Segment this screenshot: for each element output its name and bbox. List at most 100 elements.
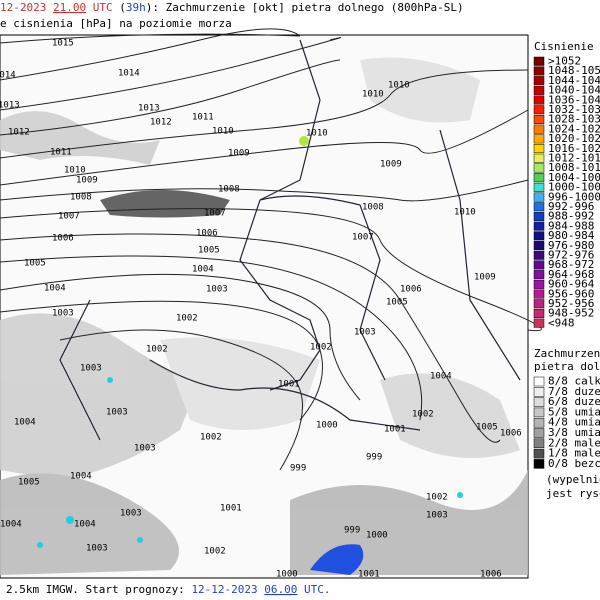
legend-swatch xyxy=(533,279,545,289)
isobar-label: 1007 xyxy=(352,233,374,243)
legend-swatch xyxy=(533,95,545,105)
legend-swatch xyxy=(533,76,545,86)
legend-label: 948-952 xyxy=(548,307,594,320)
legend-swatch xyxy=(533,124,545,134)
legend-swatch xyxy=(533,417,545,428)
time-zone: UTC. xyxy=(304,583,331,596)
isobar-label: 1007 xyxy=(58,212,80,222)
legend-swatch xyxy=(533,221,545,231)
isobar-label: 1006 xyxy=(480,570,502,580)
isobar-label: 1010 xyxy=(362,90,384,100)
isobar-label: 1007 xyxy=(204,209,226,219)
isobar-label: 1008 xyxy=(218,185,240,195)
isobar-label: 1010 xyxy=(64,166,86,176)
isobar-label: 1015 xyxy=(52,39,74,49)
legend-label: 956-960 xyxy=(548,287,594,300)
legend-swatch xyxy=(533,270,545,280)
paren: ): xyxy=(146,1,159,14)
isobar-label: 1006 xyxy=(52,234,74,244)
isobar-label: 1001 xyxy=(384,425,406,435)
isobar-label: 1001 xyxy=(278,380,300,390)
legend-swatch xyxy=(533,438,545,449)
isobar-label: 1002 xyxy=(310,343,332,353)
isobars xyxy=(0,28,542,471)
legend-label: 1004-100 xyxy=(548,171,600,184)
isobar-label: 1004 xyxy=(74,520,96,530)
legend-swatch xyxy=(533,56,545,66)
legend-swatch xyxy=(533,231,545,241)
isobar-label: 1003 xyxy=(426,511,448,521)
isobar-label: 1001 xyxy=(220,504,242,514)
legend-swatch xyxy=(533,318,545,328)
legend-label: 8/8 calkow xyxy=(548,375,600,388)
legend-swatch xyxy=(533,299,545,309)
isobar-label: 1013 xyxy=(0,101,20,111)
isobar-label: 1002 xyxy=(200,433,222,443)
isobar-label: 1003 xyxy=(80,364,102,374)
legend-title: pietra dolneg xyxy=(534,360,600,373)
isobar-label: 999 xyxy=(344,526,360,536)
isobar-label: 1011 xyxy=(50,148,72,158)
isobar-label: 1000 xyxy=(316,421,338,431)
run-date: 12-2023 xyxy=(0,1,46,14)
isobar-label: 1002 xyxy=(426,493,448,503)
legend-label: 992-996 xyxy=(548,200,594,213)
legend-label: 952-956 xyxy=(548,297,594,310)
legend-label: 7/8 duze xyxy=(548,385,600,398)
isobar-label: 1006 xyxy=(400,285,422,295)
precip-spots xyxy=(37,136,463,575)
isobar-label: 1004 xyxy=(44,284,66,294)
isobar-label: 1004 xyxy=(14,418,36,428)
legend-label: 1008-101 xyxy=(548,161,600,174)
legend-label: 1024-102 xyxy=(548,122,600,135)
isobar-label: 1012 xyxy=(8,128,30,138)
legend-swatch xyxy=(533,397,545,407)
isobar-label: 999 xyxy=(366,453,382,463)
legend-swatch xyxy=(533,308,545,318)
legend-swatch xyxy=(533,387,545,397)
legend-swatch xyxy=(533,66,545,76)
legend-label: <948 xyxy=(548,316,575,329)
legend-label: 2/8 male xyxy=(548,436,600,449)
isobar-label: 1009 xyxy=(228,149,250,159)
legend-note: (wypelnieni xyxy=(546,473,600,486)
isobar-label: 1014 xyxy=(0,71,16,81)
legend-title: Zachmurzenie xyxy=(534,347,600,360)
isobar-label: 1004 xyxy=(430,372,452,382)
pressure-legend: Cisnienie [hP >10521048-1051044-1041040-… xyxy=(533,40,600,329)
isobar-label: 1000 xyxy=(366,531,388,541)
legend-swatch xyxy=(533,241,545,251)
legend-swatch xyxy=(533,163,545,173)
legend-swatch xyxy=(533,192,545,202)
isobar-label: 999 xyxy=(290,464,306,474)
legend-swatch xyxy=(533,144,545,154)
legend-label: 1000-100 xyxy=(548,181,600,194)
map: 1015 1014 1014 1013 1013 1012 1012 1011 1010 1010… xyxy=(0,28,542,580)
legend-label: 980-984 xyxy=(548,229,595,242)
legend-swatch xyxy=(533,459,545,469)
isobar-label: 1005 xyxy=(198,246,220,256)
isobar-label: 1012 xyxy=(150,118,172,128)
legend-swatch xyxy=(533,376,545,387)
isobar-label: 1003 xyxy=(86,544,108,554)
lead-time: 39h xyxy=(126,1,146,14)
isobar-label: 1003 xyxy=(206,285,228,295)
isobar-label: 1002 xyxy=(204,547,226,557)
start-time: 06.00 xyxy=(264,583,297,596)
isobar-label: 1010 xyxy=(454,208,476,218)
isobar-label: 1010 xyxy=(212,127,234,137)
legend-label: 1036-104 xyxy=(548,93,600,106)
legend-label: 1016-102 xyxy=(548,142,600,155)
isobar-label: 1000 xyxy=(276,570,298,580)
legend-swatch xyxy=(533,202,545,212)
legend-label: 1028-103 xyxy=(548,113,600,126)
isobar-label: 1005 xyxy=(18,478,40,488)
isobar-label: 1009 xyxy=(380,160,402,170)
legend-swatch xyxy=(533,289,545,299)
subtitle: e cisnienia [hPa] na poziomie morza xyxy=(0,17,232,30)
legend-label: 1012-101 xyxy=(548,152,600,165)
legend-label: 988-992 xyxy=(548,210,594,223)
footer-text: 2.5km IMGW. Start prognozy: xyxy=(6,583,185,596)
isobar-label: 1003 xyxy=(354,328,376,338)
isobar-label: 1008 xyxy=(362,203,384,213)
